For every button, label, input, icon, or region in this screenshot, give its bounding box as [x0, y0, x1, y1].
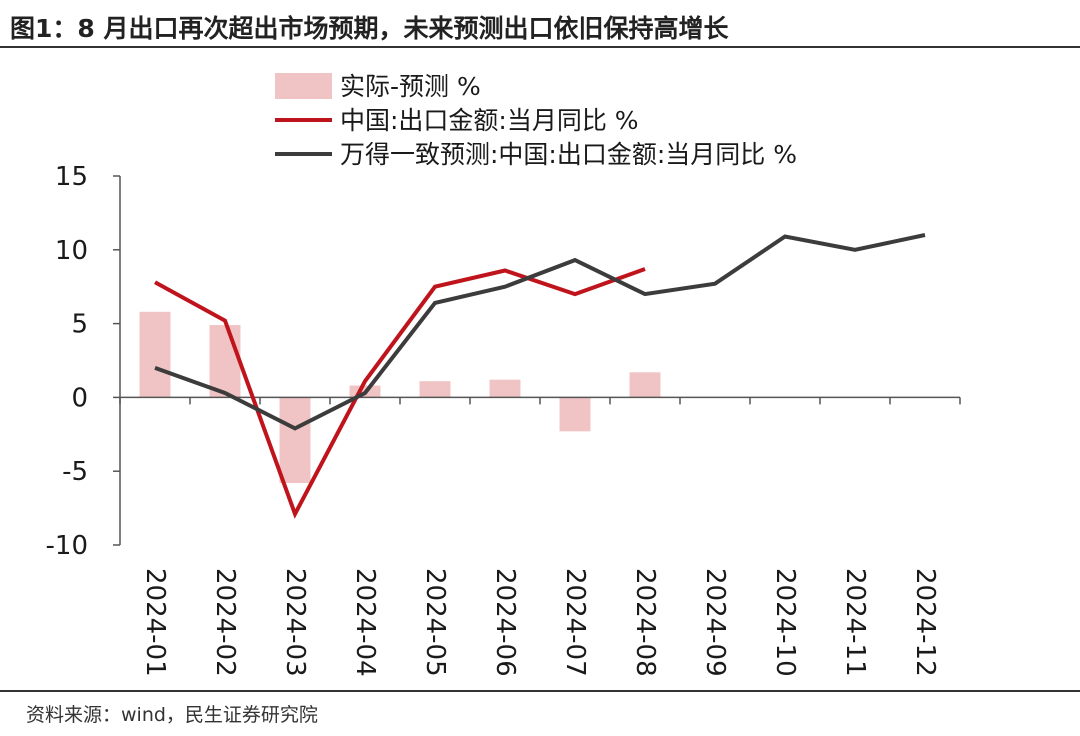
- chart-svg: 实际-预测 % 中国:出口金额:当月同比 % 万得一致预测:中国:出口金额:当月同比…: [46, 72, 961, 677]
- legend-label: 实际-预测 %: [340, 72, 481, 101]
- x-tick-label: 2024-07: [560, 568, 590, 677]
- x-axis: 2024-01 2024-02 2024-03 2024-04 2024-05 2024-…: [119, 396, 961, 677]
- bar: [209, 325, 241, 398]
- y-axis: -10 -5 0 5 10 15: [46, 162, 121, 561]
- bar: [279, 397, 311, 484]
- source-note: 资料来源：wind，民生证券研究院: [26, 704, 318, 726]
- figure-title: 图1：8 月出口再次超出市场预期，未来预测出口依旧保持高增长: [10, 14, 729, 43]
- x-tick-label: 2024-05: [420, 568, 450, 677]
- chart-area: 实际-预测 % 中国:出口金额:当月同比 % 万得一致预测:中国:出口金额:当月同比…: [0, 48, 1080, 688]
- bar: [139, 311, 171, 398]
- y-tick-label: 5: [71, 310, 88, 340]
- title-bar: 图1：8 月出口再次超出市场预期，未来预测出口依旧保持高增长: [0, 0, 1080, 48]
- bar: [629, 372, 661, 398]
- legend-bar-swatch: [275, 73, 332, 99]
- y-tick-label: -5: [62, 457, 88, 487]
- y-tick-label: -10: [46, 531, 88, 561]
- bar: [489, 379, 521, 398]
- x-tick-label: 2024-09: [700, 568, 730, 677]
- x-tick-label: 2024-12: [910, 568, 940, 677]
- y-tick-label: 15: [55, 162, 88, 192]
- bar-series: [139, 311, 661, 484]
- x-tick-label: 2024-04: [350, 568, 380, 677]
- y-tick-label: 0: [71, 383, 88, 413]
- bar: [559, 397, 591, 432]
- line-series: [154, 233, 926, 519]
- legend: 实际-预测 % 中国:出口金额:当月同比 % 万得一致预测:中国:出口金额:当月同比…: [275, 72, 797, 169]
- x-tick-label: 2024-03: [280, 568, 310, 677]
- x-tick-label: 2024-11: [840, 568, 870, 677]
- bar: [419, 381, 451, 398]
- legend-label: 中国:出口金额:当月同比 %: [340, 106, 639, 135]
- x-tick-label: 2024-06: [490, 568, 520, 677]
- legend-label: 万得一致预测:中国:出口金额:当月同比 %: [340, 140, 797, 169]
- y-tick-label: 10: [55, 236, 88, 266]
- x-tick-label: 2024-02: [210, 568, 240, 677]
- footer-divider: [0, 690, 1080, 692]
- x-tick-label: 2024-08: [630, 568, 660, 677]
- series-line: [154, 233, 926, 431]
- x-tick-label: 2024-01: [140, 568, 170, 677]
- series-line: [154, 267, 646, 519]
- x-tick-label: 2024-10: [770, 568, 800, 677]
